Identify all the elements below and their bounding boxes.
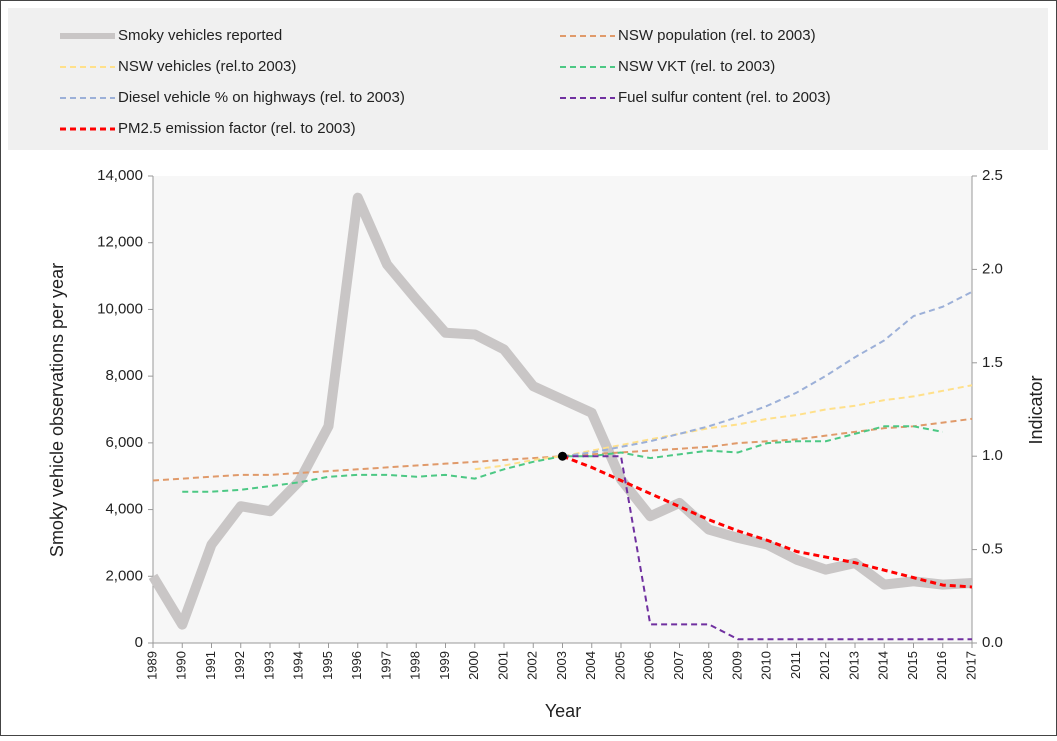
legend-label: Fuel sulfur content (rel. to 2003) (618, 89, 831, 106)
x-tick-label: 2003 (554, 651, 569, 680)
x-tick-label: 1992 (232, 651, 247, 680)
x-tick-label: 1996 (349, 651, 364, 680)
x-tick-label: 2017 (963, 651, 978, 680)
y-tick-label: 0 (135, 634, 143, 651)
x-tick-label: 2000 (466, 651, 481, 680)
y2-tick-label: 0.5 (982, 541, 1003, 558)
y2-axis-label: Indicator (1026, 375, 1046, 444)
x-tick-label: 1993 (261, 651, 276, 680)
y2-tick-label: 1.5 (982, 354, 1003, 371)
legend-label: NSW population (rel. to 2003) (618, 27, 816, 44)
x-tick-label: 2014 (876, 651, 891, 680)
y-tick-label: 6,000 (105, 434, 143, 451)
y2-tick-label: 0.0 (982, 634, 1003, 651)
y-axis-label: Smoky vehicle observations per year (47, 263, 67, 557)
legend-label: Smoky vehicles reported (118, 27, 282, 44)
legend-label: Diesel vehicle % on highways (rel. to 20… (118, 89, 405, 106)
y2-tick-label: 1.0 (982, 447, 1003, 464)
x-tick-label: 2011 (788, 651, 803, 679)
y2-tick-label: 2.0 (982, 260, 1003, 277)
x-tick-label: 1998 (408, 651, 423, 680)
x-tick-label: 1991 (203, 651, 218, 680)
x-tick-label: 2012 (817, 651, 832, 680)
x-tick-label: 1989 (144, 651, 159, 680)
series-line (148, 192, 973, 630)
x-tick-label: 2001 (495, 651, 510, 680)
x-tick-label: 1995 (320, 651, 335, 680)
x-tick-label: 2015 (905, 651, 920, 680)
x-tick-label: 2005 (612, 651, 627, 680)
x-tick-label: 2010 (759, 651, 774, 680)
legend-label: NSW vehicles (rel.to 2003) (118, 58, 296, 75)
x-axis-label: Year (545, 701, 581, 721)
y-tick-label: 4,000 (105, 501, 143, 518)
x-tick-label: 2016 (934, 651, 949, 680)
x-tick-label: 2006 (642, 651, 657, 680)
x-tick-label: 1997 (378, 651, 393, 680)
x-tick-label: 1999 (437, 651, 452, 680)
x-tick-label: 2002 (525, 651, 540, 680)
y-tick-label: 8,000 (105, 367, 143, 384)
y-tick-label: 2,000 (105, 567, 143, 584)
x-tick-label: 2008 (700, 651, 715, 680)
x-tick-label: 1994 (291, 651, 306, 680)
y2-tick-label: 2.5 (982, 167, 1003, 184)
x-tick-label: 1990 (174, 651, 189, 680)
x-tick-label: 2009 (729, 651, 744, 680)
y-tick-label: 14,000 (97, 167, 143, 184)
series-line (562, 455, 972, 641)
x-tick-label: 2007 (671, 651, 686, 680)
y-tick-label: 10,000 (97, 300, 143, 317)
legend-box (8, 8, 1048, 150)
x-tick-label: 2004 (583, 651, 598, 680)
legend-label: NSW VKT (rel. to 2003) (618, 58, 775, 75)
series-line (562, 290, 973, 458)
legend-label: PM2.5 emission factor (rel. to 2003) (118, 120, 356, 137)
x-tick-label: 2013 (846, 651, 861, 680)
plot-area (153, 176, 972, 643)
y-tick-label: 12,000 (97, 234, 143, 251)
series-line (561, 454, 973, 589)
reference-point (558, 451, 567, 461)
series-line (474, 384, 973, 471)
